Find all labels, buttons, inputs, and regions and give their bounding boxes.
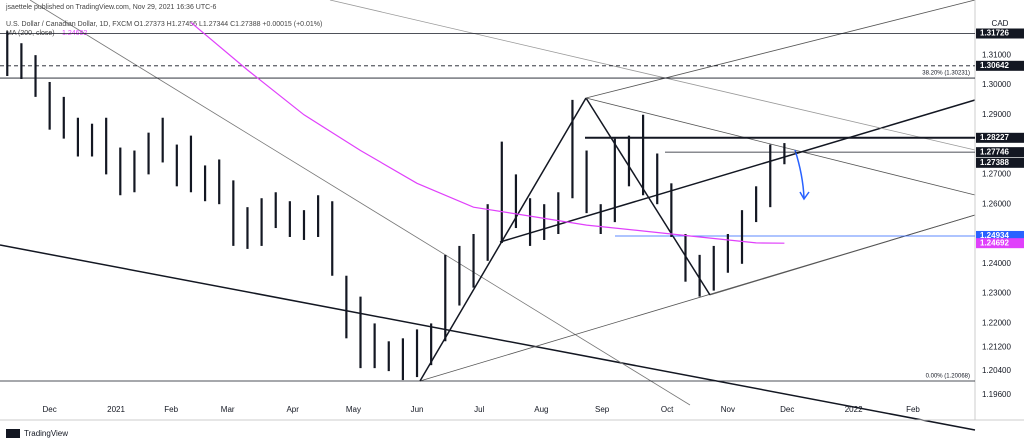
y-tick-label: 1.20400: [982, 366, 1011, 375]
trendline: [709, 214, 976, 296]
x-tick-label: Sep: [595, 405, 610, 414]
y-tick-label: 1.19600: [982, 390, 1011, 399]
publisher: jsaettele published on TradingView.com, …: [5, 4, 216, 11]
trendline: [585, 97, 976, 196]
y-tick-label: 1.21200: [982, 342, 1011, 351]
currency: CAD: [992, 19, 1009, 28]
y-tick-label: 1.30000: [982, 80, 1011, 89]
y-tick-label: 1.22000: [982, 319, 1011, 328]
trendline: [499, 99, 976, 243]
price-tag: [976, 147, 1024, 158]
price-tag: [976, 60, 1024, 71]
x-tick-label: Dec: [780, 405, 794, 414]
x-tick-label: Apr: [286, 405, 299, 414]
arrow: [794, 149, 810, 201]
y-tick-label: 1.24000: [982, 259, 1011, 268]
price-tag: [976, 230, 1024, 241]
price-tag-label: 1.30642: [980, 61, 1009, 70]
price-tag-label: 1.27746: [980, 147, 1009, 156]
price-tag-label: 1.27388: [980, 158, 1009, 167]
x-tick-label: 2022: [845, 405, 863, 414]
y-tick-label: 1.27000: [982, 169, 1011, 178]
fib-label: 0.00% (1.20068): [926, 374, 970, 380]
x-tick-label: 2021: [107, 405, 125, 414]
y-tick-label: 1.23000: [982, 289, 1011, 298]
trendline: [329, 0, 976, 151]
x-tick-label: Feb: [164, 405, 178, 414]
x-tick-label: Oct: [661, 405, 674, 414]
price-tag-label: 1.24692: [980, 238, 1009, 247]
moving-average: [190, 21, 785, 244]
trendline: [0, 244, 976, 431]
symbol-info: U.S. Dollar / Canadian Dollar, 1D, FXCM …: [6, 21, 322, 28]
x-tick-label: Jul: [474, 405, 484, 414]
x-tick-label: Dec: [43, 405, 57, 414]
x-tick-label: May: [346, 405, 361, 414]
price-tag-label: 1.31726: [980, 29, 1009, 38]
x-tick-label: Jun: [411, 405, 424, 414]
trendline: [585, 0, 976, 99]
footer-brand: TradingView: [24, 429, 68, 438]
trendlines: [0, 0, 976, 431]
y-tick-label: 1.29000: [982, 110, 1011, 119]
price-tag: [976, 238, 1024, 249]
bars: [6, 31, 786, 381]
x-tick-label: Feb: [906, 405, 920, 414]
x-tick-label: Nov: [721, 405, 735, 414]
x-tick-label: Mar: [221, 405, 235, 414]
x-tick-label: Aug: [534, 405, 548, 414]
price-tag-label: 1.24934: [980, 231, 1009, 240]
price-tag: [976, 132, 1024, 143]
trendline: [29, 0, 691, 406]
y-tick-label: 1.31000: [982, 50, 1011, 59]
logo: [6, 429, 20, 438]
price-tag-label: 1.28227: [980, 133, 1009, 142]
price-tag: [976, 28, 1024, 39]
price-tag: [976, 157, 1024, 168]
trendline: [419, 97, 587, 382]
trendline: [585, 97, 711, 296]
fib-label: 38.20% (1.30231): [922, 71, 970, 77]
y-tick-label: 1.26000: [982, 199, 1011, 208]
